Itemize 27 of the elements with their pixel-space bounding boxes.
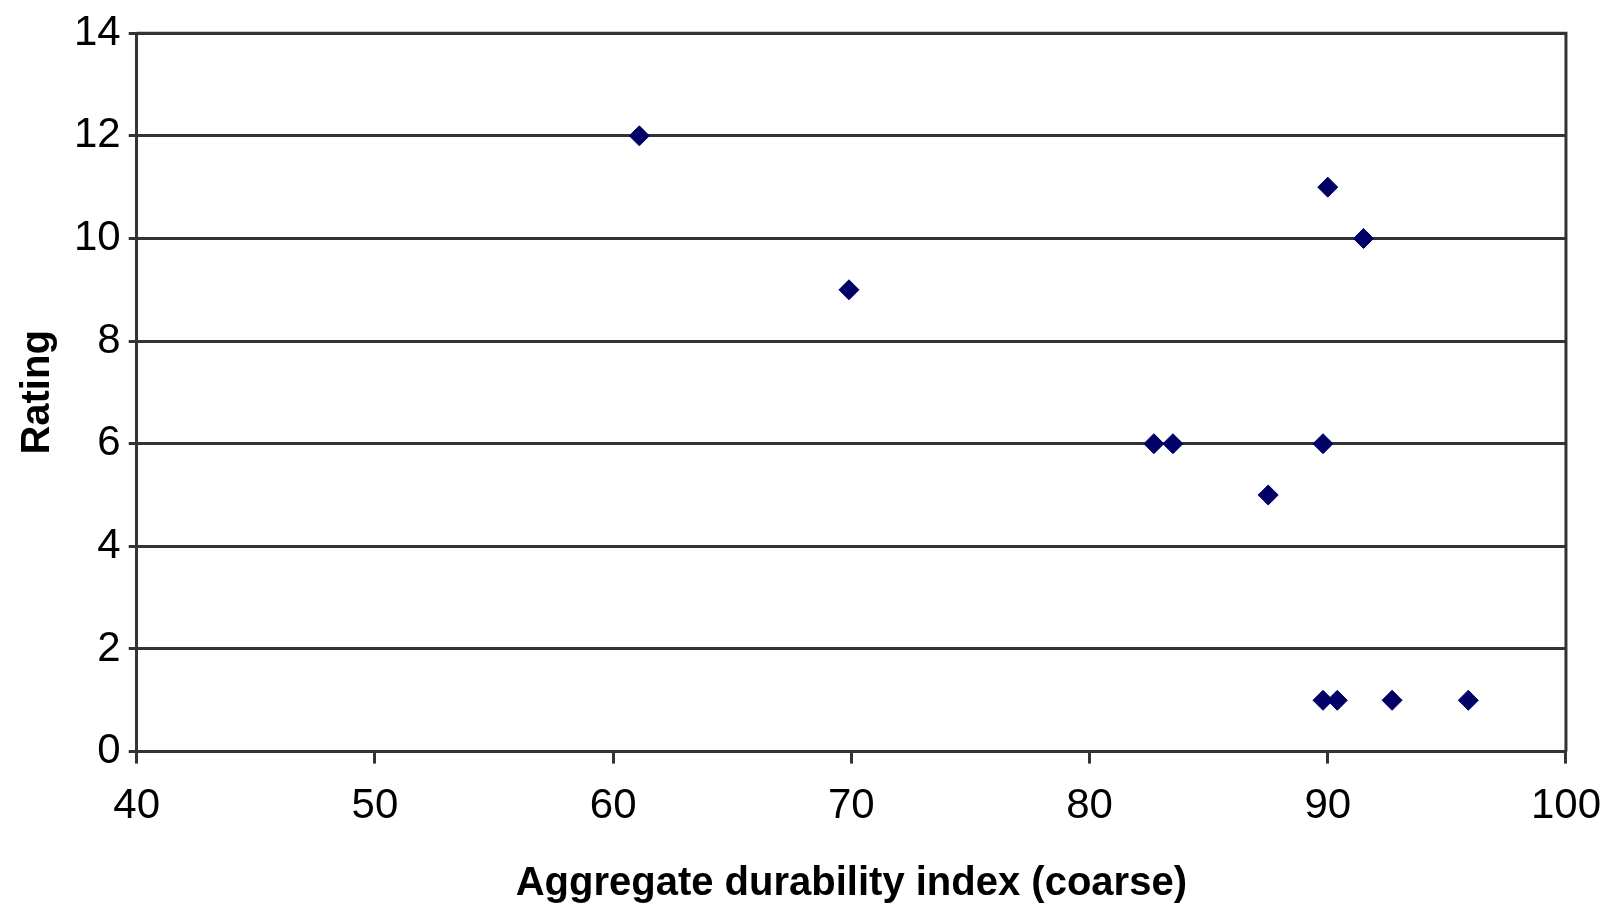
- y-tick-label: 6: [97, 417, 121, 465]
- point: [1257, 484, 1279, 506]
- y-tick-label: 10: [74, 212, 121, 260]
- point: [1457, 689, 1479, 711]
- x-tick-label: 70: [827, 780, 875, 828]
- y-tick-label: 8: [97, 314, 121, 362]
- x-axis-title: Aggregate durability index (coarse): [515, 859, 1187, 904]
- point: [1162, 433, 1184, 455]
- point: [1381, 689, 1403, 711]
- point: [1352, 227, 1374, 249]
- point: [1317, 176, 1339, 198]
- y-axis-title: Rating: [13, 330, 58, 455]
- x-tick-label: 50: [351, 780, 399, 828]
- x-tick-label: 60: [589, 780, 637, 828]
- y-tick-label: 2: [97, 622, 121, 670]
- y-tick-label: 12: [74, 109, 121, 157]
- y-tick-label: 0: [97, 725, 121, 773]
- point: [628, 125, 650, 147]
- x-tick-label: 40: [113, 780, 161, 828]
- x-tick-label: 90: [1304, 780, 1352, 828]
- point: [838, 279, 860, 301]
- y-tick-label: 4: [97, 519, 121, 567]
- point: [1312, 433, 1334, 455]
- x-tick-label: 80: [1066, 780, 1113, 828]
- point: [1143, 433, 1165, 455]
- y-tick-label: 14: [74, 6, 121, 54]
- x-tick-label: 100: [1530, 780, 1601, 828]
